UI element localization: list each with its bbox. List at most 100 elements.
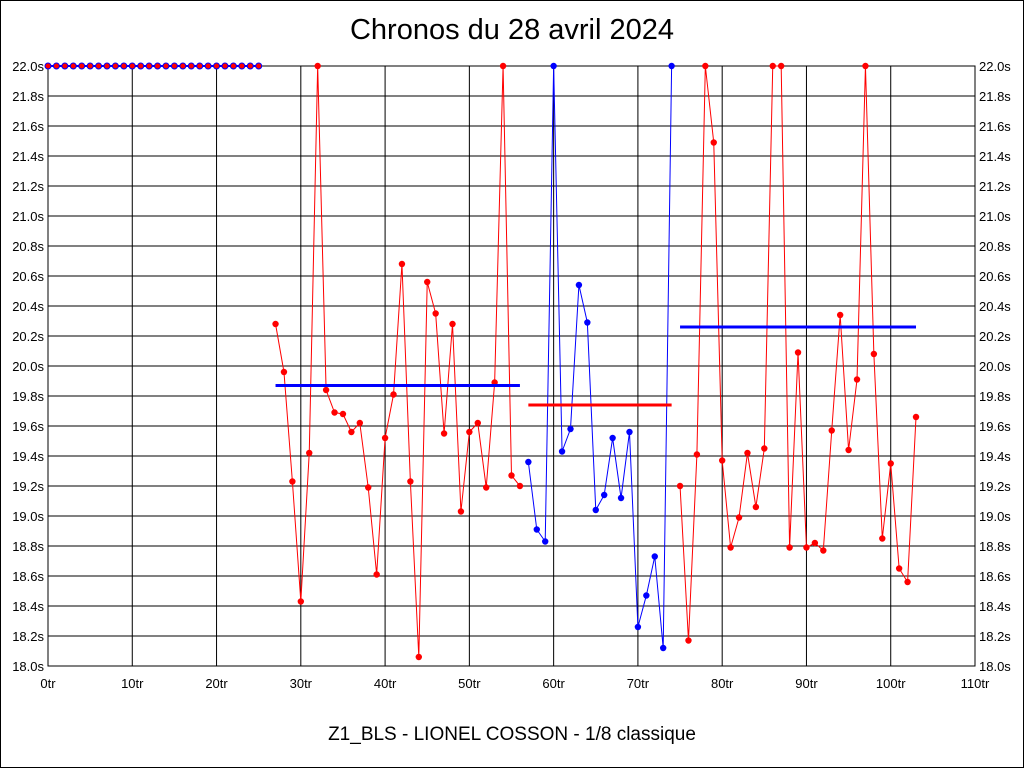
capped-row-point — [128, 62, 136, 70]
x-tick-label: 40tr — [374, 676, 397, 691]
series-point-3 — [853, 376, 861, 383]
y-tick-label-left: 20.6s — [12, 269, 44, 284]
y-tick-label-right: 21.4s — [979, 149, 1011, 164]
series-point-3 — [718, 457, 726, 464]
series-point-3 — [727, 544, 734, 551]
series-point-1 — [381, 434, 389, 442]
y-tick-label-right: 18.6s — [979, 569, 1011, 584]
series-point-3 — [786, 544, 793, 551]
capped-row-point — [103, 62, 111, 70]
x-tick-label: 60tr — [542, 676, 565, 691]
series-point-2 — [584, 319, 591, 326]
x-tick-label: 20tr — [205, 676, 228, 691]
x-tick-label: 10tr — [121, 676, 144, 691]
x-tick-label: 100tr — [876, 676, 906, 691]
x-tick-label: 80tr — [711, 676, 734, 691]
series-point-2 — [634, 623, 642, 631]
series-point-3 — [811, 539, 819, 547]
y-tick-label-right: 20.6s — [979, 269, 1011, 284]
series-point-3 — [887, 460, 894, 467]
series-point-3 — [794, 349, 802, 356]
series-point-1 — [424, 278, 431, 286]
series-point-1 — [457, 508, 465, 515]
capped-row-point — [111, 62, 119, 70]
series-point-2 — [668, 62, 675, 70]
plot-border — [47, 65, 976, 667]
capped-row-point — [52, 62, 60, 70]
series-point-1 — [508, 472, 515, 479]
series-point-1 — [516, 482, 524, 490]
y-tick-label-left: 19.0s — [12, 509, 44, 524]
x-tick-label: 110tr — [961, 676, 990, 691]
y-tick-label-left: 22.0s — [12, 59, 44, 74]
y-tick-label-right: 18.2s — [979, 629, 1011, 644]
series-point-2 — [550, 62, 557, 70]
series-point-2 — [575, 281, 583, 289]
series-point-3 — [744, 449, 751, 457]
y-tick-label-left: 19.8s — [12, 389, 44, 404]
series-point-3 — [836, 311, 844, 319]
series-point-1 — [499, 62, 507, 70]
y-tick-label-right: 22.0s — [979, 59, 1011, 74]
y-tick-label-left: 21.8s — [12, 89, 44, 104]
series-point-1 — [297, 598, 305, 605]
capped-row-point — [137, 62, 145, 70]
series-point-3 — [702, 62, 709, 70]
x-tick-label: 50tr — [458, 676, 481, 691]
series-point-2 — [525, 458, 532, 466]
y-tick-label-right: 20.2s — [979, 329, 1011, 344]
series-point-1 — [339, 410, 347, 418]
chart-footer: Z1_BLS - LIONEL COSSON - 1/8 classique — [328, 724, 696, 745]
capped-row-point — [61, 62, 69, 70]
series-point-2 — [651, 553, 658, 560]
series-point-3 — [752, 503, 760, 511]
y-tick-label-left: 18.6s — [12, 569, 44, 584]
y-tick-label-right: 21.6s — [979, 119, 1011, 134]
y-tick-label-right: 19.2s — [979, 479, 1011, 494]
series-point-1 — [356, 419, 364, 427]
y-tick-label-left: 20.2s — [12, 329, 44, 344]
series-point-2 — [558, 448, 566, 455]
series-point-2 — [609, 434, 616, 442]
capped-row-point — [162, 62, 170, 70]
series-point-1 — [373, 571, 380, 578]
series-point-3 — [870, 350, 878, 358]
capped-row-point — [69, 62, 77, 70]
y-tick-label-left: 21.2s — [12, 179, 44, 194]
y-tick-label-left: 18.2s — [12, 629, 44, 644]
series-point-2 — [542, 538, 549, 545]
series-line-1 — [275, 65, 521, 658]
series-point-3 — [693, 451, 701, 458]
series-point-1 — [314, 62, 321, 70]
series-point-3 — [735, 514, 743, 521]
series-point-3 — [879, 535, 886, 542]
y-tick-label-left: 19.4s — [12, 449, 44, 464]
y-tick-label-right: 18.8s — [979, 539, 1011, 554]
capped-row-point — [196, 62, 204, 70]
capped-row-point — [238, 62, 246, 70]
series-point-1 — [474, 419, 481, 427]
y-tick-label-right: 18.4s — [979, 599, 1011, 614]
y-tick-label-right: 21.0s — [979, 209, 1011, 224]
y-tick-label-left: 20.4s — [12, 299, 44, 314]
y-tick-label-left: 21.0s — [12, 209, 44, 224]
y-tick-label-left: 19.2s — [12, 479, 44, 494]
capped-row-point — [229, 62, 237, 70]
series-point-1 — [407, 478, 414, 485]
y-tick-label-right: 20.0s — [979, 359, 1011, 374]
capped-row-point — [179, 62, 187, 70]
capped-row-point — [86, 62, 94, 70]
capped-row-point — [221, 62, 229, 70]
y-tick-label-right: 19.8s — [979, 389, 1011, 404]
series-point-2 — [659, 644, 667, 652]
capped-row-point — [170, 62, 178, 70]
series-point-2 — [643, 592, 650, 599]
y-tick-label-left: 21.6s — [12, 119, 44, 134]
series-point-1 — [280, 368, 288, 376]
series-point-1 — [440, 430, 448, 437]
series-point-3 — [828, 427, 835, 434]
series-point-2 — [626, 428, 633, 436]
capped-row-point — [95, 62, 103, 70]
series-point-1 — [398, 260, 406, 268]
